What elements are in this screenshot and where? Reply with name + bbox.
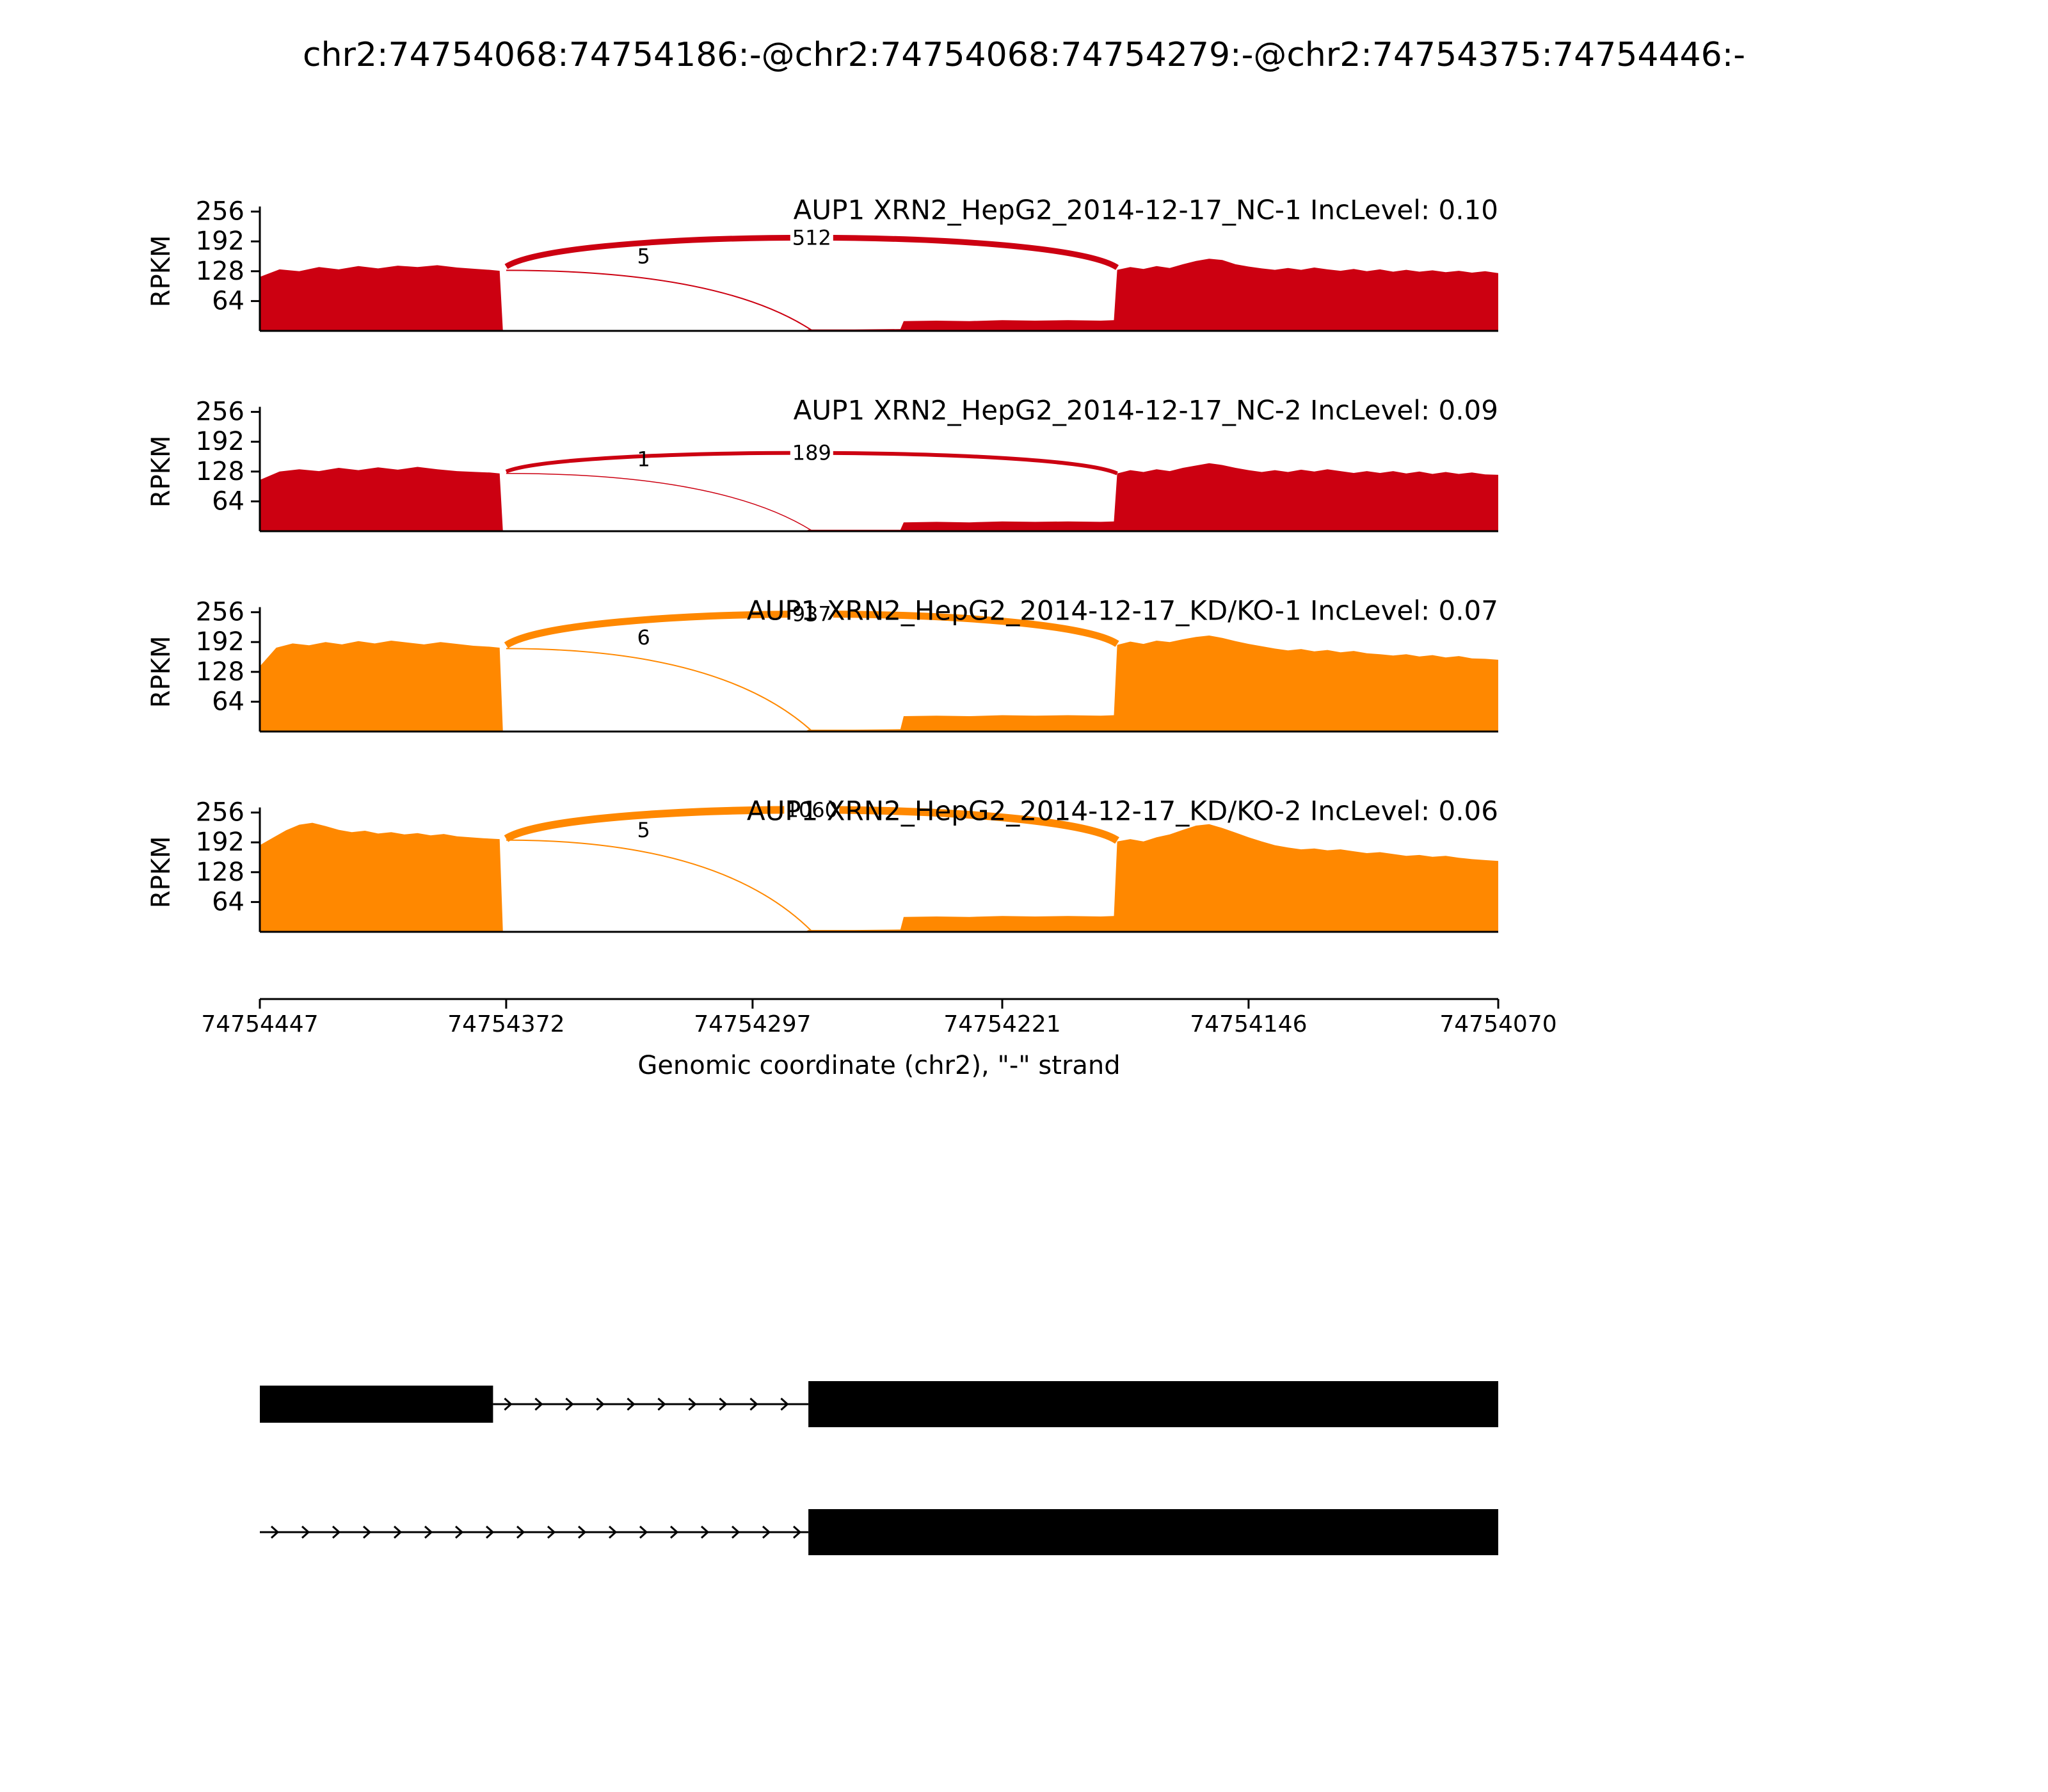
- junction-count: 189: [792, 441, 831, 465]
- strand-arrow-icon: [270, 1525, 280, 1539]
- junction-count-bg: [790, 440, 833, 465]
- junction-arc-skip: [506, 648, 812, 732]
- junction-count: 937: [792, 602, 831, 627]
- y-tick-label: 64: [212, 286, 244, 316]
- strand-arrow-icon: [454, 1525, 464, 1539]
- strand-arrow-icon: [669, 1525, 679, 1539]
- strand-arrow-icon: [504, 1397, 513, 1411]
- exon-rect: [260, 1386, 493, 1423]
- y-tick-label: 128: [196, 858, 244, 887]
- track-title: AUP1 XRN2_HepG2_2014-12-17_KD/KO-2 IncLe…: [747, 796, 1498, 827]
- track-title: AUP1 XRN2_HepG2_2014-12-17_KD/KO-1 IncLe…: [747, 595, 1498, 627]
- junction-count-bg: [790, 602, 833, 627]
- junction-arc-skip: [506, 269, 812, 331]
- strand-arrow-icon: [608, 1525, 618, 1539]
- junction-count: 5: [637, 244, 650, 269]
- y-tick-label: 128: [196, 457, 244, 486]
- y-tick-label: 192: [196, 828, 244, 857]
- x-tick-label: 74754447: [201, 1011, 318, 1037]
- strand-arrow-icon: [700, 1525, 710, 1539]
- strand-arrow-icon: [547, 1525, 556, 1539]
- transcript-1: [260, 1381, 1498, 1427]
- y-tick-label: 256: [196, 598, 244, 627]
- track-title: AUP1 XRN2_HepG2_2014-12-17_NC-2 IncLevel…: [794, 395, 1498, 426]
- track-title: AUP1 XRN2_HepG2_2014-12-17_NC-1 IncLevel…: [794, 195, 1498, 226]
- junction-count: 1: [637, 447, 650, 472]
- strand-arrow-icon: [688, 1397, 697, 1411]
- y-tick-label: 128: [196, 257, 244, 286]
- strand-arrow-icon: [534, 1397, 543, 1411]
- junction-count: 6: [637, 625, 650, 650]
- figure-title: chr2:74754068:74754186:-@chr2:74754068:7…: [302, 36, 1746, 74]
- x-tick-label: 74754297: [694, 1011, 811, 1037]
- strand-arrow-icon: [762, 1525, 771, 1539]
- x-axis: 74754447 74754372 74754297 74754221 74754146…: [201, 998, 1557, 1080]
- y-tick-label: 256: [196, 798, 244, 828]
- y-tick-label: 64: [212, 887, 244, 916]
- exon-rect: [808, 1509, 1498, 1555]
- junction-count-bg: [790, 225, 833, 250]
- strand-arrow-icon: [362, 1525, 372, 1539]
- strand-arrow-icon: [731, 1525, 740, 1539]
- strand-arrow-icon: [596, 1397, 605, 1411]
- y-tick-label: 192: [196, 227, 244, 256]
- y-tick-label: 64: [212, 486, 244, 516]
- strand-arrow-icon: [332, 1525, 341, 1539]
- strand-arrow-icon: [780, 1397, 789, 1411]
- strand-arrow-icon: [516, 1525, 525, 1539]
- junction-count: 512: [792, 225, 831, 250]
- coverage-area: [260, 636, 1498, 732]
- junction-count-bg: [784, 797, 840, 822]
- coverage-area: [260, 463, 1498, 531]
- strand-arrow-icon: [749, 1397, 758, 1411]
- coverage-area: [260, 259, 1498, 331]
- strand-arrow-icon: [301, 1525, 310, 1539]
- y-axis-label: RPKM: [147, 636, 176, 708]
- strand-arrow-icon: [577, 1525, 587, 1539]
- y-tick-label: 64: [212, 687, 244, 716]
- x-tick-label: 74754070: [1439, 1011, 1556, 1037]
- strand-arrow-icon: [639, 1525, 648, 1539]
- junction-arc-skip: [506, 472, 812, 531]
- strand-arrow-icon: [565, 1397, 574, 1411]
- strand-arrow-icon: [393, 1525, 403, 1539]
- y-tick-label: 128: [196, 657, 244, 687]
- y-tick-label: 192: [196, 427, 244, 456]
- strand-arrow-icon: [719, 1397, 728, 1411]
- junction-arc-skip: [506, 839, 813, 932]
- strand-arrow-icon: [627, 1397, 636, 1411]
- y-axis-label: RPKM: [147, 235, 176, 307]
- y-tick-label: 192: [196, 627, 244, 657]
- x-axis-title: Genomic coordinate (chr2), "-" strand: [637, 1051, 1120, 1080]
- junction-count: 1060: [786, 797, 838, 822]
- y-tick-label: 256: [196, 197, 244, 227]
- strand-arrow-icon: [485, 1525, 495, 1539]
- y-tick-label: 256: [196, 397, 244, 427]
- exon-rect: [808, 1381, 1498, 1427]
- coverage-area: [260, 822, 1498, 932]
- x-tick-label: 74754372: [447, 1011, 564, 1037]
- transcript-2: [260, 1509, 1498, 1555]
- strand-arrow-icon: [657, 1397, 666, 1411]
- y-axis-label: RPKM: [147, 435, 176, 508]
- strand-arrow-icon: [792, 1525, 802, 1539]
- x-tick-label: 74754221: [943, 1011, 1060, 1037]
- y-axis-label: RPKM: [147, 836, 176, 908]
- junction-count: 5: [637, 818, 650, 842]
- x-tick-label: 74754146: [1190, 1011, 1307, 1037]
- strand-arrow-icon: [424, 1525, 433, 1539]
